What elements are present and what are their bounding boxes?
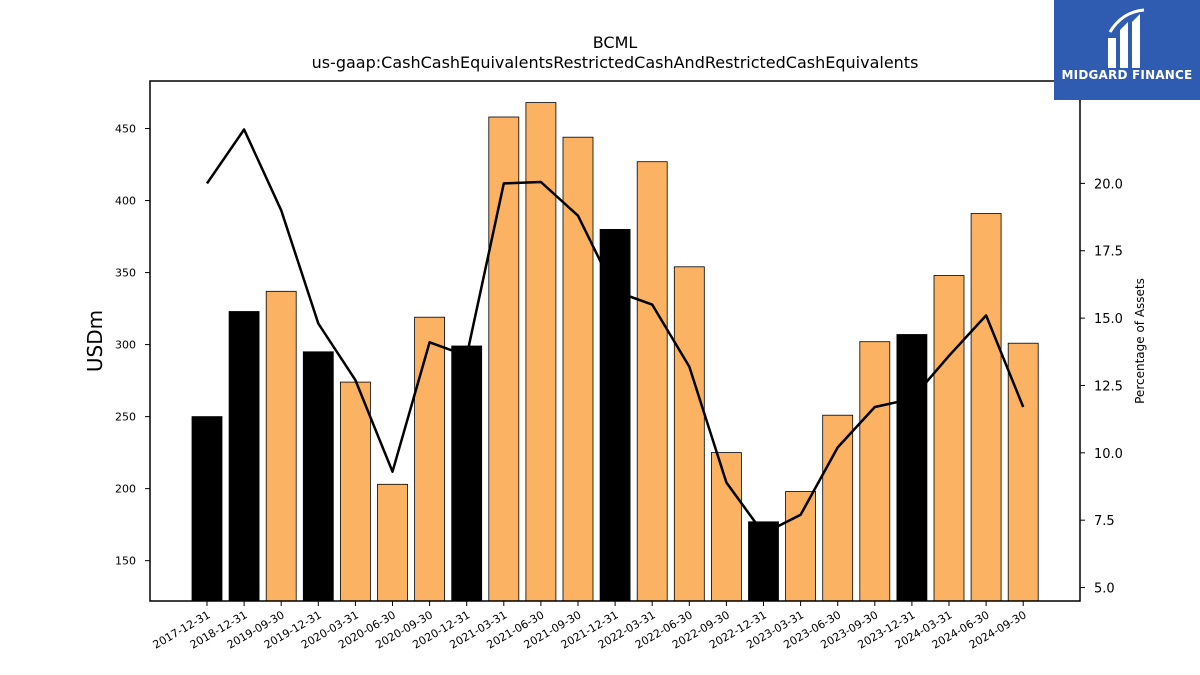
bar-2019-09-30 [265,290,297,602]
y2-axis-label: Percentage of Assets [1133,278,1147,404]
bar-2021-12-31 [599,228,631,602]
bar-2020-09-30 [414,316,446,602]
bar-2024-06-30 [970,213,1002,602]
bar-2022-06-30 [673,266,705,602]
chart-subtitle: us-gaap:CashCashEquivalentsRestrictedCas… [312,53,919,72]
bar-2023-06-30 [822,414,854,602]
logo-mark-icon [1108,8,1145,68]
y-tick-label: 450 [115,123,136,136]
y-tick-label: 200 [115,483,136,496]
y2-tick-label: 17.5 [1094,245,1123,260]
y-tick-label: 250 [115,411,136,424]
bar-series [191,102,1039,602]
logo-text: MIDGARD FINANCE [1061,68,1193,82]
y2-tick-label: 15.0 [1094,312,1123,327]
chart-title: BCML [593,33,638,52]
y-tick-label: 350 [115,267,136,280]
bar-2024-09-30 [1007,342,1039,602]
y-axis-right: 5.0 7.5 10.0 12.5 15.0 17.5 20.0 [1080,177,1123,597]
bar-2017-12-31 [191,416,223,602]
y-axis-label: USDm [83,310,107,372]
bar-2020-03-31 [339,381,371,602]
y-tick-label: 300 [115,339,136,352]
bar-2023-09-30 [859,341,891,602]
bar-2022-12-31 [748,521,779,602]
brand-logo: MIDGARD FINANCE [1054,0,1200,100]
y-tick-label: 400 [115,195,136,208]
bar-2022-03-31 [636,161,668,602]
y2-tick-label: 12.5 [1094,379,1123,394]
line-series [205,128,1025,535]
y2-tick-label: 10.0 [1094,447,1123,462]
percentage-line [205,128,1025,535]
bar-2021-03-31 [488,116,520,602]
y2-tick-label: 5.0 [1094,582,1115,597]
y2-tick-label: 7.5 [1094,514,1115,529]
bar-2022-09-30 [711,452,742,602]
bar-2019-12-31 [302,351,334,602]
bar-2020-12-31 [451,345,483,602]
y-axis-left: 150 200 250 300 350 400 450 [115,123,150,568]
y2-tick-label: 20.0 [1094,177,1123,192]
bar-2023-03-31 [785,491,816,602]
bar-2023-12-31 [896,334,928,602]
y-tick-label: 150 [115,555,136,568]
bar-2021-06-30 [525,102,557,602]
bar-2020-06-30 [377,483,408,602]
bar-2024-03-31 [933,275,965,602]
bar-2018-12-31 [228,311,260,602]
x-axis: 2017-12-312018-12-312019-09-302019-12-31… [151,601,1029,652]
